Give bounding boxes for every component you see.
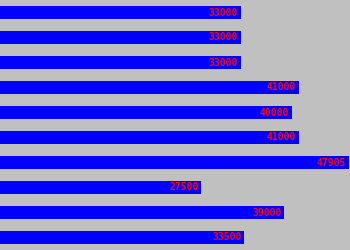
- Bar: [0, 230, 244, 244]
- Text: 27500: 27500: [169, 182, 198, 192]
- Text: 41000: 41000: [267, 82, 296, 92]
- Text: 39000: 39000: [252, 208, 281, 218]
- Bar: [0, 6, 241, 20]
- Text: 33000: 33000: [209, 8, 238, 18]
- Bar: [0, 130, 299, 144]
- Text: 40000: 40000: [259, 108, 289, 118]
- Bar: [0, 156, 349, 170]
- Bar: [0, 106, 292, 120]
- Bar: [0, 206, 284, 220]
- Text: 41000: 41000: [267, 132, 296, 142]
- Bar: [0, 56, 241, 69]
- Text: 33000: 33000: [209, 32, 238, 42]
- Bar: [0, 180, 201, 194]
- Bar: [0, 80, 299, 94]
- Text: 47905: 47905: [316, 158, 346, 168]
- Text: 33500: 33500: [212, 232, 242, 242]
- Text: 33000: 33000: [209, 58, 238, 68]
- Bar: [0, 30, 241, 44]
